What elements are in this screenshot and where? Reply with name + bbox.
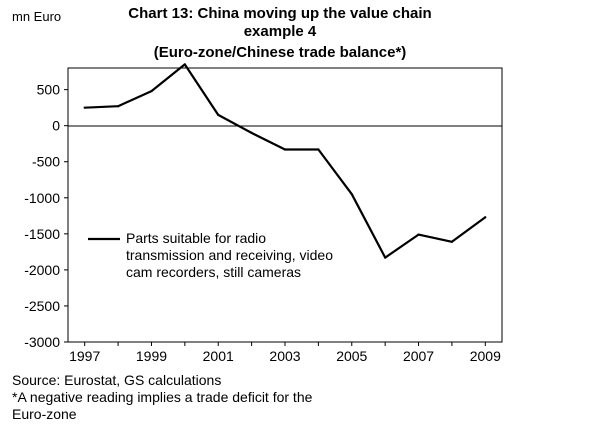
unit-label: mn Euro [12, 9, 62, 24]
y-tick-label: -500 [32, 154, 60, 170]
x-tick-label: 2005 [336, 348, 367, 364]
y-tick-label: 0 [52, 118, 60, 134]
chart-title-line-3: (Euro-zone/Chinese trade balance*) [153, 44, 407, 61]
footnote-line-1: *A negative reading implies a trade defi… [12, 389, 313, 405]
x-tick-label: 2009 [470, 348, 501, 364]
x-axis: 1997 1999 2001 2003 2005 2007 2009 [69, 342, 501, 364]
y-tick-label: -1500 [24, 226, 60, 242]
data-point [150, 89, 153, 93]
data-point [384, 256, 387, 259]
data-point [183, 63, 186, 66]
x-tick-label: 2003 [269, 348, 300, 364]
x-tick-label: 1999 [136, 348, 167, 364]
chart-title-line-1: Chart 13: China moving up the value chai… [128, 5, 432, 22]
chart-title-line-2: example 4 [243, 23, 317, 40]
legend-label-line-1: Parts suitable for radio [126, 230, 267, 246]
data-point [83, 106, 86, 109]
data-point [317, 148, 320, 151]
legend: Parts suitable for radio transmission an… [126, 230, 386, 281]
data-point [484, 216, 487, 219]
data-point [116, 105, 120, 108]
x-tick-label: 2007 [403, 348, 434, 364]
legend-label-line-2: transmission and receiving, video [126, 247, 333, 263]
x-tick-label: 2001 [203, 348, 234, 364]
source-note: Source: Eurostat, GS calculations [12, 372, 222, 388]
y-tick-label: 500 [37, 82, 61, 98]
y-tick-label: -3000 [24, 334, 60, 350]
data-point [450, 240, 454, 243]
data-point [417, 233, 420, 236]
y-tick-label: -2000 [24, 262, 60, 278]
y-axis: 500 0 -500 -1000 -1500 -2000 -2500 -3000 [24, 82, 68, 350]
y-tick-label: -1000 [24, 190, 60, 206]
data-point [217, 113, 220, 116]
y-tick-label: -2500 [24, 298, 60, 314]
x-tick-label: 1997 [69, 348, 100, 364]
footnote-line-2: Euro-zone [12, 406, 77, 422]
data-point [350, 193, 353, 196]
data-point [283, 148, 287, 151]
data-point [250, 131, 253, 134]
series-line [84, 63, 486, 259]
plot-area-frame [67, 67, 503, 343]
legend-label-line-3: cam recorders, still cameras [126, 264, 302, 280]
